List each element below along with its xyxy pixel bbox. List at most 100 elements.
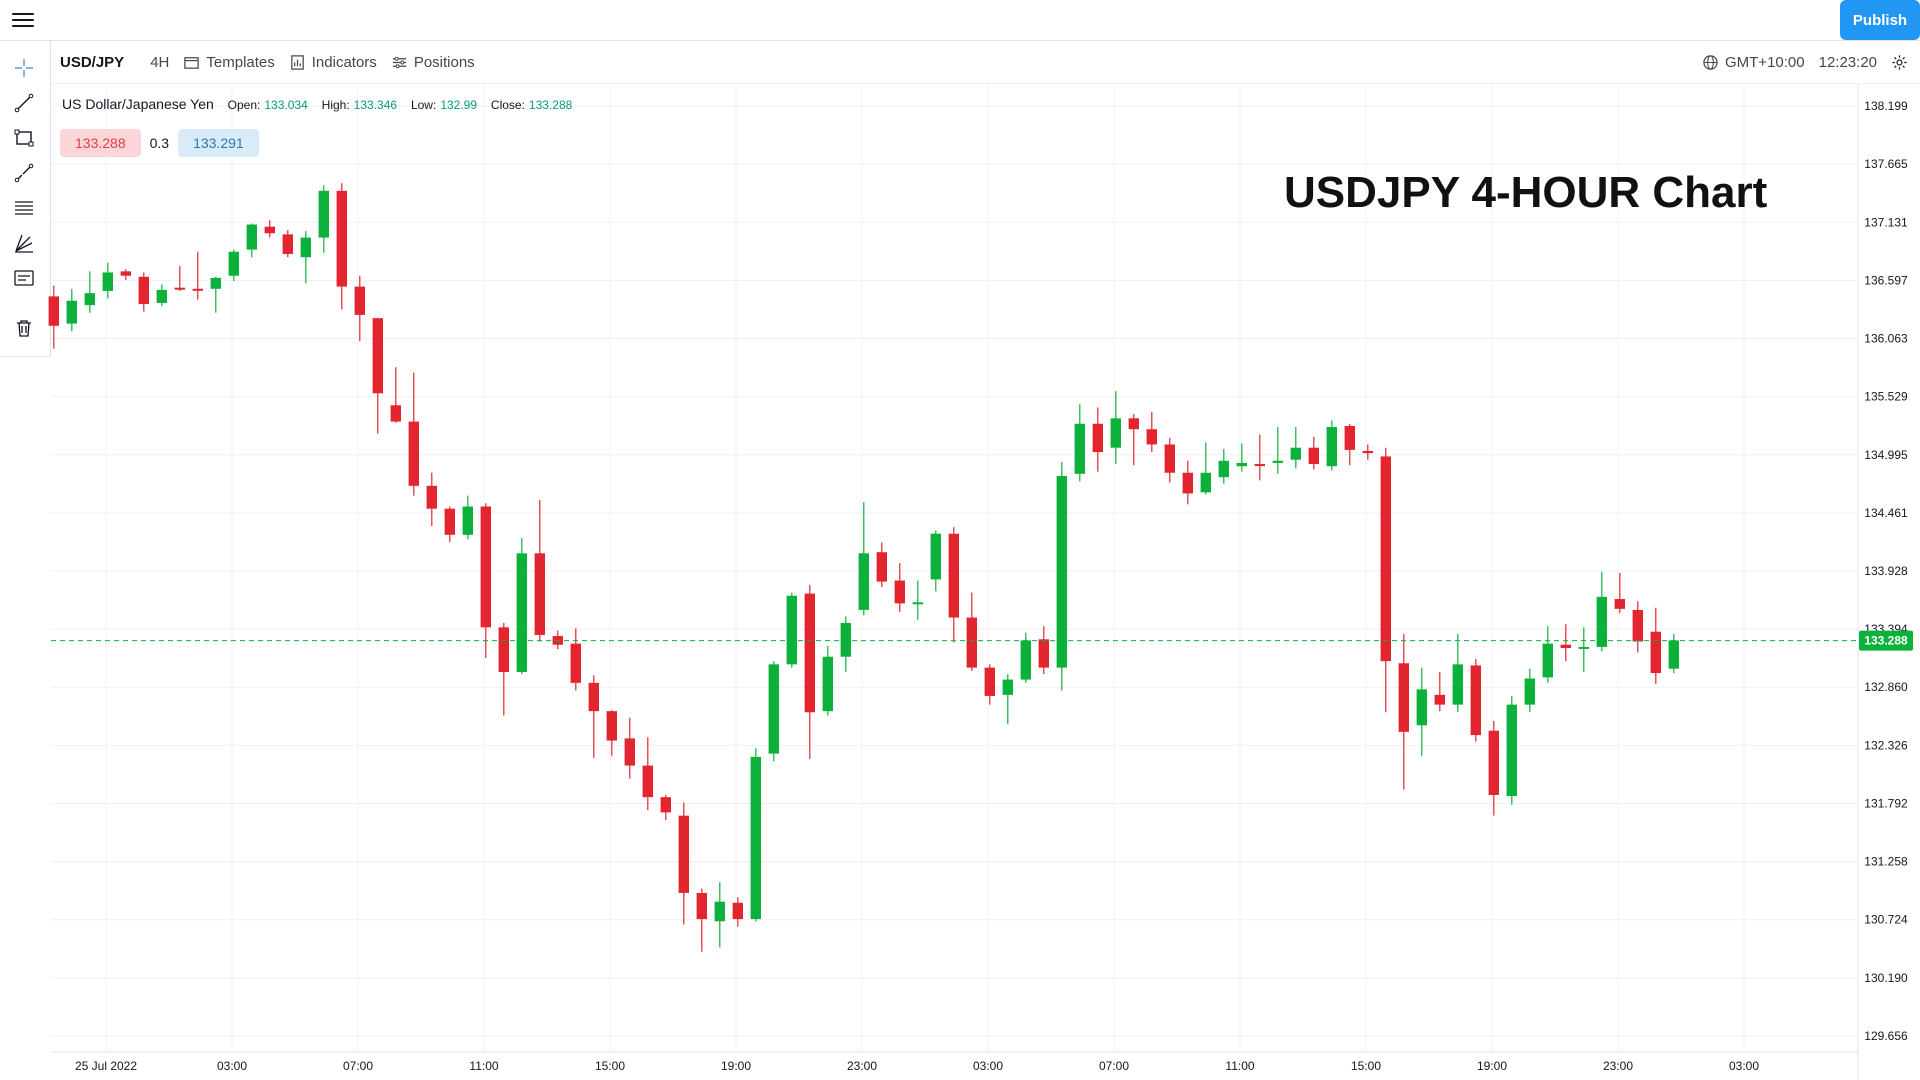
top-bar: Publish: [0, 0, 1920, 41]
candle-body-up: [318, 190, 329, 238]
candle-body-up: [912, 602, 923, 605]
candle-body-down: [876, 552, 887, 582]
candle-body-down: [534, 553, 545, 635]
candle-body-down: [1362, 450, 1373, 454]
candle-body-up: [1452, 664, 1463, 705]
y-tick-label: 130.724: [1864, 913, 1908, 927]
candle-body-down: [606, 711, 617, 741]
candle-body-up: [1326, 427, 1337, 467]
candle-body-down: [588, 682, 599, 712]
last-price-tag-label: 133.288: [1864, 634, 1908, 648]
fib-retracement-icon[interactable]: [9, 193, 39, 223]
candle-body-down: [174, 287, 185, 290]
candle-body-down: [1038, 639, 1049, 668]
candle-body-up: [1542, 643, 1553, 678]
indicators-button[interactable]: Indicators: [289, 54, 377, 71]
indicators-label: Indicators: [311, 53, 377, 71]
chart-overlay-title: USDJPY 4-HOUR Chart: [1284, 168, 1768, 217]
positions-button[interactable]: Positions: [391, 54, 475, 71]
y-tick-label: 129.656: [1864, 1029, 1908, 1043]
candle-body-down: [732, 902, 743, 920]
templates-label: Templates: [206, 53, 275, 71]
high-value: 133.346: [353, 98, 398, 112]
candle-body-down: [48, 296, 59, 326]
candle-body-up: [1200, 472, 1211, 493]
candle-body-down: [1308, 447, 1319, 465]
y-tick-label: 134.461: [1864, 506, 1908, 520]
candle-body-down: [390, 405, 401, 422]
candle-body-down: [1398, 663, 1409, 732]
candle-body-down: [372, 318, 383, 394]
candle-body-down: [1344, 425, 1355, 450]
settings-gear-icon[interactable]: [1891, 54, 1914, 71]
candle-body-up: [84, 293, 95, 306]
candle-body-down: [1614, 599, 1625, 609]
x-tick-label: 19:00: [721, 1059, 751, 1073]
pitchfork-icon[interactable]: [9, 228, 39, 258]
candle-body-down: [696, 892, 707, 920]
globe-icon: [1703, 54, 1718, 70]
low-label: Low:: [410, 98, 437, 112]
candle-body-up: [1056, 476, 1067, 668]
candle-body-down: [336, 190, 347, 287]
publish-button[interactable]: Publish: [1840, 0, 1920, 40]
y-tick-label: 131.792: [1864, 796, 1908, 810]
y-tick-label: 133.928: [1864, 564, 1908, 578]
rectangle-icon[interactable]: [9, 123, 39, 153]
timezone-selector[interactable]: GMT+10:00: [1702, 54, 1805, 71]
low-value: 132.99: [440, 98, 478, 112]
candle-body-down: [948, 533, 959, 618]
candle-body-down: [678, 815, 689, 893]
candle-body-down: [570, 643, 581, 683]
candle-body-up: [102, 272, 113, 291]
y-tick-label: 137.131: [1864, 215, 1908, 229]
x-tick-label: 11:00: [469, 1059, 498, 1073]
candle-body-down: [1650, 631, 1661, 674]
x-tick-label: 15:00: [595, 1059, 625, 1073]
brush-icon[interactable]: [9, 158, 39, 188]
ask-price-button[interactable]: 133.291: [178, 129, 259, 157]
trash-icon[interactable]: [9, 313, 39, 343]
candle-body-up: [1524, 678, 1535, 705]
candle-body-down: [1182, 472, 1193, 494]
indicators-icon: [290, 54, 304, 70]
x-tick-label: 25 Jul 2022: [75, 1059, 137, 1073]
candle-body-down: [1632, 609, 1643, 642]
close-label: Close:: [490, 98, 525, 112]
y-tick-label: 137.665: [1864, 157, 1908, 171]
x-tick-label: 07:00: [343, 1059, 373, 1073]
hamburger-menu-icon[interactable]: [12, 10, 34, 30]
close-value: 133.288: [528, 98, 573, 112]
candle-body-down: [966, 617, 977, 668]
candle-body-up: [516, 553, 527, 672]
text-note-icon[interactable]: [9, 263, 39, 293]
candle-body-up: [462, 506, 473, 535]
positions-icon: [392, 56, 406, 68]
crosshair-icon[interactable]: [9, 53, 39, 83]
interval-selector[interactable]: 4H: [150, 53, 170, 71]
trend-line-icon[interactable]: [9, 88, 39, 118]
candle-body-down: [444, 508, 455, 535]
candle-body-down: [624, 738, 635, 766]
candle-body-down: [192, 288, 203, 291]
candle-body-up: [714, 901, 725, 922]
templates-button[interactable]: Templates: [183, 53, 275, 71]
last-price-tag: [1859, 630, 1913, 651]
bid-price-button[interactable]: 133.288: [60, 129, 141, 157]
candle-body-down: [120, 271, 131, 276]
drawing-toolbar: [0, 41, 51, 357]
candle-body-down: [804, 593, 815, 713]
x-tick-label: 11:00: [1225, 1059, 1254, 1073]
candle-body-up: [1020, 640, 1031, 680]
candle-body-down: [138, 276, 149, 305]
candle-body-up: [750, 756, 761, 920]
candle-body-up: [1290, 447, 1301, 460]
candle-body-down: [1380, 456, 1391, 662]
candle-body-up: [210, 277, 221, 289]
candle-body-up: [156, 289, 167, 303]
symbol-selector[interactable]: USD/JPY: [60, 53, 125, 71]
quote-chips: 133.288 0.3 133.291: [60, 129, 259, 157]
candle-body-down: [1470, 665, 1481, 736]
x-tick-label: 03:00: [217, 1059, 247, 1073]
